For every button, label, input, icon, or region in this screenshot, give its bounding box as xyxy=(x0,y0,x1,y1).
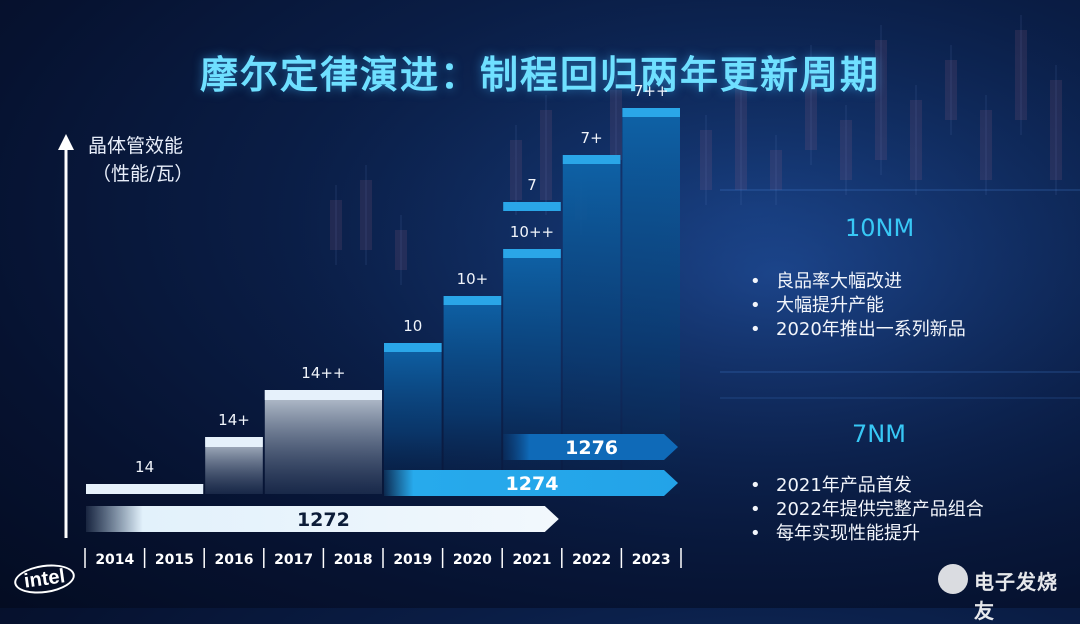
process-bar-cap-14++ xyxy=(264,390,382,400)
heading-10nm: 10NM xyxy=(845,214,915,242)
year-label-2014: 2014 xyxy=(95,552,134,568)
candle-body xyxy=(540,110,552,200)
list-item: 2020年推出一系列新品 xyxy=(750,318,966,342)
process-label-14+: 14+ xyxy=(218,411,250,429)
year-label-2020: 2020 xyxy=(453,552,492,568)
process-label-10+: 10+ xyxy=(457,270,489,288)
candle-body xyxy=(840,120,852,180)
list-10nm: 良品率大幅改进 大幅提升产能 2020年推出一系列新品 xyxy=(750,270,966,342)
process-bar-7++ xyxy=(622,108,680,494)
watermark-logo-icon xyxy=(938,564,968,594)
candle-body xyxy=(1050,80,1062,180)
candle-body xyxy=(330,200,342,250)
list-item: 良品率大幅改进 xyxy=(750,270,966,294)
candle-body xyxy=(910,100,922,180)
process-bar-cap-7+ xyxy=(562,155,621,164)
process-bar-cap-14 xyxy=(86,484,204,494)
process-bar-cap-10+ xyxy=(443,296,502,305)
process-label-10: 10 xyxy=(403,317,422,335)
process-bar-cap-7 xyxy=(503,202,561,211)
heading-7nm: 7NM xyxy=(852,420,906,448)
timeline-label-1274: 1274 xyxy=(506,473,559,495)
timeline-label-1276: 1276 xyxy=(565,437,618,459)
process-label-14++: 14++ xyxy=(301,364,345,382)
page-title: 摩尔定律演进：制程回归两年更新周期 xyxy=(199,53,880,97)
timeline-label-1272: 1272 xyxy=(297,509,350,531)
candle-body xyxy=(700,130,712,190)
process-bar-14++ xyxy=(264,390,382,494)
process-label-7+: 7+ xyxy=(581,129,603,147)
y-axis-label-line2: （性能/瓦） xyxy=(92,163,194,185)
candle-body xyxy=(945,60,957,120)
timeline-arrow-1272 xyxy=(86,506,559,532)
list-item: 2021年产品首发 xyxy=(750,474,984,498)
process-bar-10+ xyxy=(443,296,502,494)
candle-body xyxy=(875,40,887,160)
candle-body xyxy=(805,60,817,150)
list-item: 大幅提升产能 xyxy=(750,294,966,318)
watermark-text: 电子发烧友 xyxy=(974,570,1058,623)
process-bar-cap-14+ xyxy=(205,437,263,447)
year-label-2018: 2018 xyxy=(334,552,373,568)
candle-body xyxy=(770,150,782,190)
candle-body xyxy=(360,180,372,250)
timeline-arrow-1276 xyxy=(503,434,678,460)
year-label-2019: 2019 xyxy=(393,552,432,568)
y-axis-label-line1: 晶体管效能 xyxy=(88,135,184,157)
year-label-2017: 2017 xyxy=(274,552,313,568)
process-bar-cap-10 xyxy=(384,343,442,352)
candle-body xyxy=(395,230,407,270)
candle-body xyxy=(510,140,522,200)
year-label-2015: 2015 xyxy=(155,552,194,568)
process-label-7: 7 xyxy=(527,176,537,194)
year-label-2016: 2016 xyxy=(215,552,254,568)
list-7nm: 2021年产品首发 2022年提供完整产品组合 每年实现性能提升 xyxy=(750,474,984,546)
process-label-10++: 10++ xyxy=(510,223,554,241)
list-item: 每年实现性能提升 xyxy=(750,522,984,546)
list-item: 2022年提供完整产品组合 xyxy=(750,498,984,522)
process-label-14: 14 xyxy=(135,458,154,476)
process-label-7++: 7++ xyxy=(634,82,669,100)
year-label-2021: 2021 xyxy=(513,552,552,568)
candle-body xyxy=(1015,30,1027,120)
watermark: 电子发烧友 xyxy=(938,560,1078,623)
process-bar-cap-7++ xyxy=(622,108,680,117)
process-bar-cap-10++ xyxy=(503,249,561,258)
timeline-arrow-1274 xyxy=(384,470,678,496)
y-axis-arrow-icon xyxy=(58,134,74,150)
candle-body xyxy=(980,110,992,180)
candle-body xyxy=(610,90,622,160)
candle-body xyxy=(735,80,747,190)
year-label-2022: 2022 xyxy=(572,552,611,568)
y-axis-label: 晶体管效能 （性能/瓦） xyxy=(88,132,193,188)
year-label-2023: 2023 xyxy=(632,552,671,568)
process-roadmap-chart: 14 14+ 14++ 10 10+ 10++ 7 7+ 7++ 1272 1274 1276 2014… xyxy=(58,82,680,568)
process-bar-10 xyxy=(384,343,442,494)
